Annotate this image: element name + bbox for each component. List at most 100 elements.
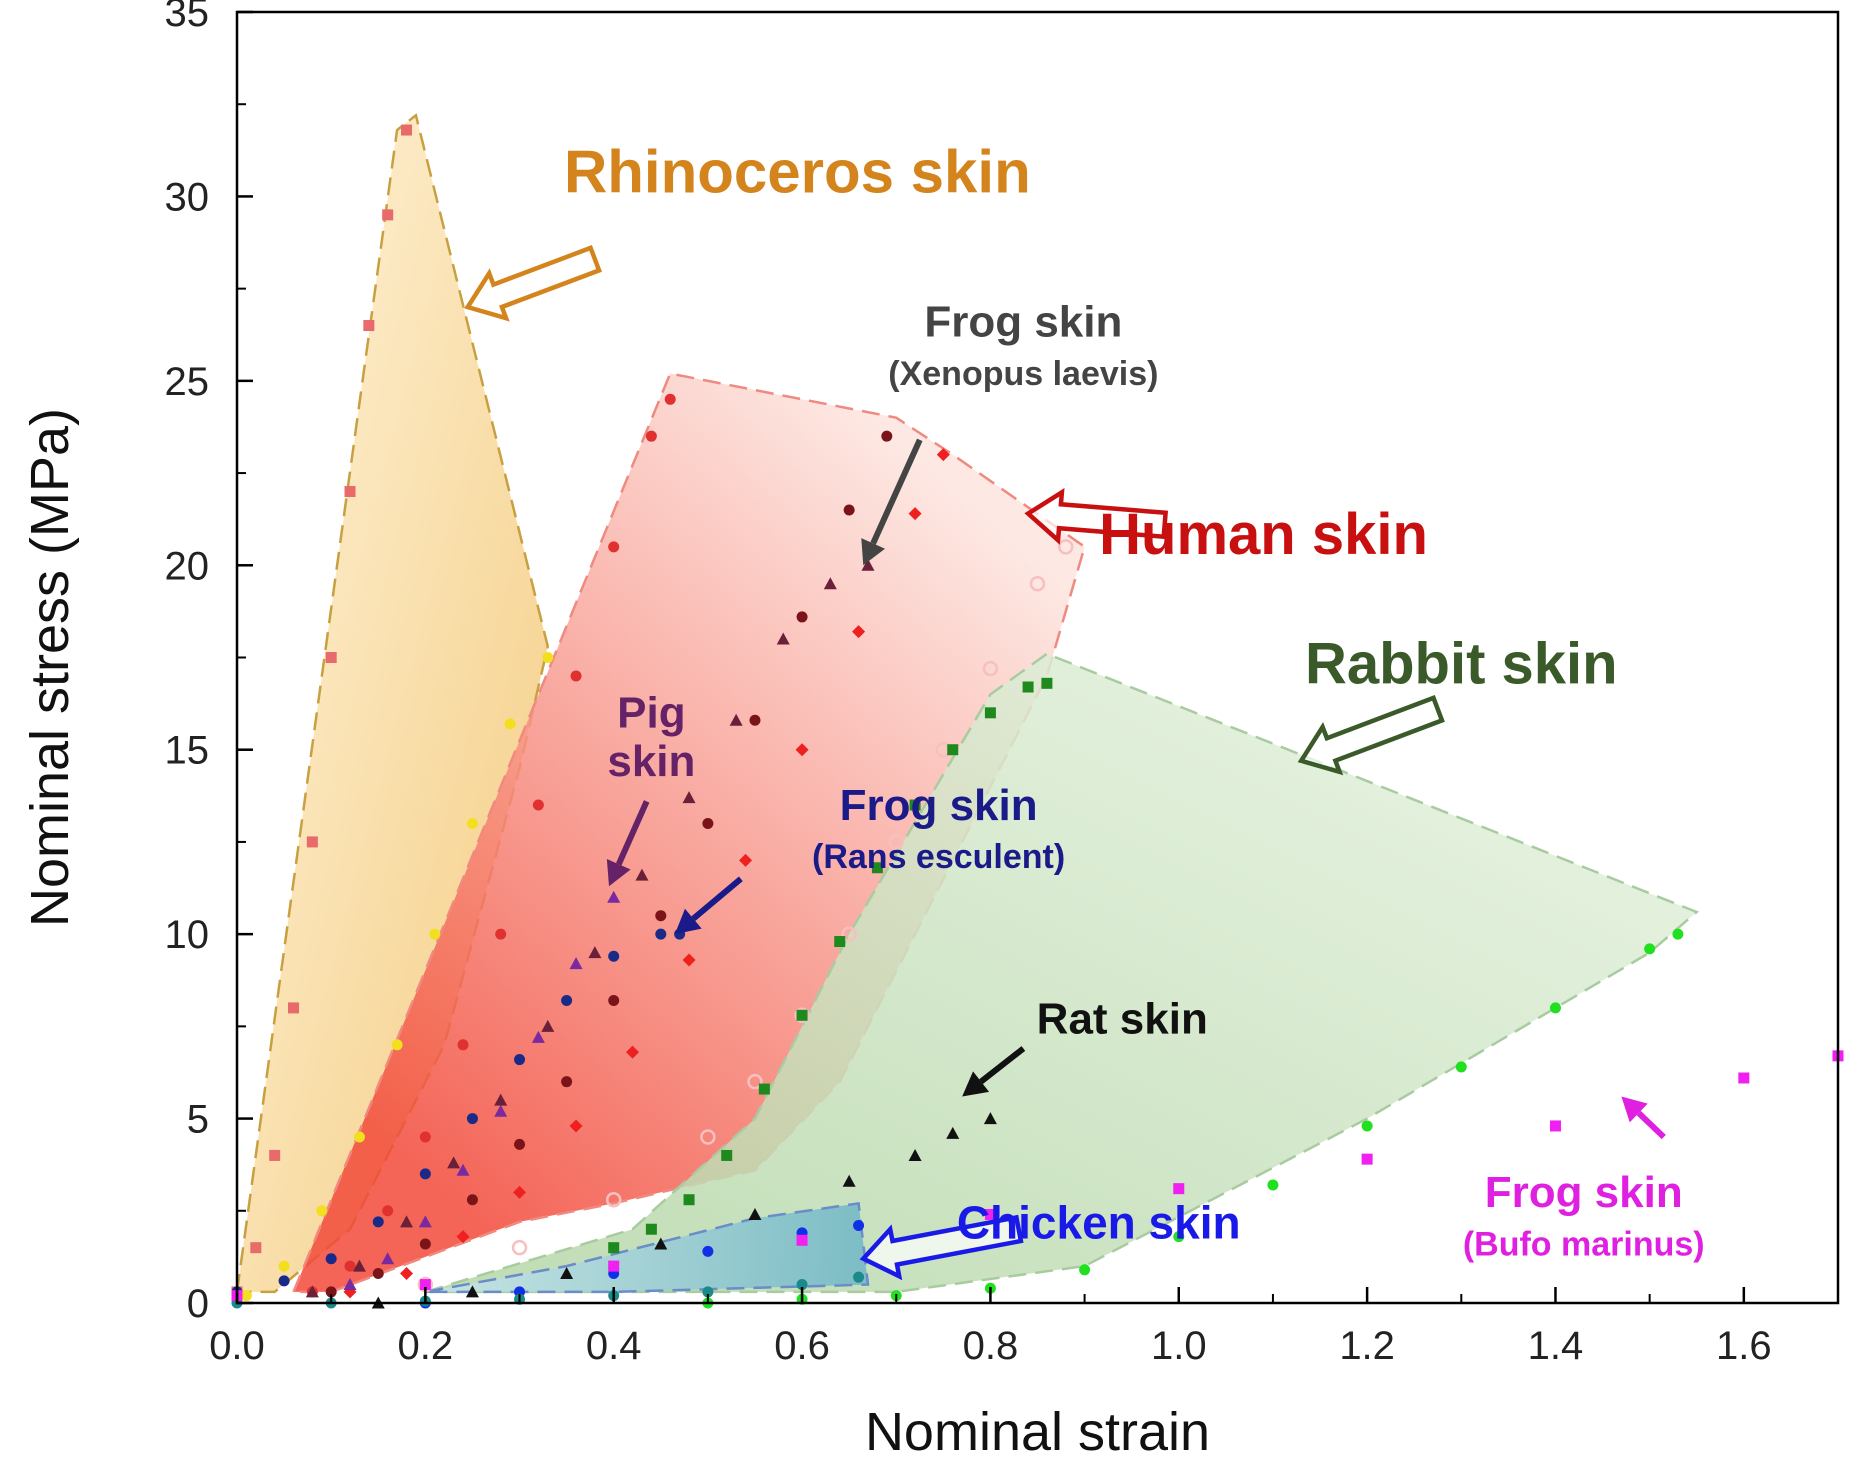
data-point <box>946 1126 960 1139</box>
data-point <box>532 799 544 811</box>
data-point <box>418 1215 432 1228</box>
data-point <box>419 1279 431 1291</box>
annotation-sublabel: skin <box>607 737 695 786</box>
data-point <box>852 625 866 639</box>
x-tick-label: 0.2 <box>398 1324 454 1368</box>
data-point <box>494 1104 508 1117</box>
data-point <box>269 1149 281 1161</box>
arrow-icon <box>1297 694 1445 776</box>
data-point <box>861 558 875 571</box>
region-rabbit-skin <box>425 652 1700 1294</box>
data-point <box>983 1112 997 1125</box>
data-point <box>1738 1072 1750 1084</box>
data-point <box>645 430 657 442</box>
x-tick-label: 1.4 <box>1528 1324 1584 1368</box>
x-tick-label: 0.0 <box>209 1324 265 1368</box>
data-point <box>608 1242 620 1254</box>
data-point <box>561 995 573 1007</box>
data-point <box>984 1208 996 1220</box>
arrow-icon <box>464 245 603 322</box>
data-point <box>504 718 516 730</box>
data-point <box>608 995 620 1007</box>
arrow-icon <box>859 1214 1024 1281</box>
data-point <box>400 1266 414 1280</box>
data-point <box>608 950 620 962</box>
data-point <box>456 1163 470 1176</box>
data-point <box>513 1185 527 1199</box>
data-point <box>570 670 582 682</box>
data-point <box>561 1076 573 1088</box>
data-point <box>353 1131 365 1143</box>
data-point <box>343 1278 357 1291</box>
regions-layer <box>235 113 1700 1294</box>
data-point <box>382 209 394 221</box>
data-point <box>419 1238 431 1250</box>
data-point <box>465 1285 479 1298</box>
data-point <box>796 1009 808 1021</box>
annotation-rhinoceros-skin: Rhinoceros skin <box>464 139 1031 322</box>
data-point <box>984 707 996 719</box>
y-tick-label: 25 <box>165 360 210 404</box>
data-point <box>936 448 950 462</box>
annotation-frog-skin-xenopus-laevis: Frog skin (Xenopus laevis) <box>861 298 1158 566</box>
data-point <box>739 853 753 867</box>
y-axis-title: Nominal stress (MPa) <box>20 408 80 927</box>
data-point <box>796 1279 808 1291</box>
data-point <box>1549 1120 1561 1132</box>
data-point <box>796 611 808 623</box>
data-point <box>325 1286 337 1298</box>
data-point <box>325 652 337 663</box>
annotation-frog-skin-bufo-marinus: Frog skin (Bufo marinus) <box>1463 1096 1705 1263</box>
data-point <box>372 1216 384 1228</box>
data-point <box>569 957 583 970</box>
annotation-label: Rat skin <box>1037 995 1208 1044</box>
arrow-shaft <box>1636 1110 1666 1140</box>
series-pig-skin-7 <box>343 890 621 1291</box>
data-point <box>1173 1231 1185 1243</box>
data-point <box>700 1129 716 1145</box>
data-point <box>542 652 554 663</box>
y-tick-label: 30 <box>165 175 210 219</box>
data-point <box>794 1007 810 1024</box>
data-point <box>1549 1002 1561 1014</box>
x-axis-title: Nominal strain <box>865 1402 1210 1462</box>
annotation-sublabel: (Rans esculent) <box>812 838 1065 876</box>
data-point <box>391 1039 403 1051</box>
series-rhinoceros-skin-1 <box>240 652 554 1302</box>
annotations-layer: Rhinoceros skin Frog skin (Xenopus laevis)… <box>464 139 1705 1281</box>
data-point <box>1361 1153 1373 1165</box>
arrow-icon <box>1024 487 1169 545</box>
x-tick-label: 1.2 <box>1339 1324 1395 1368</box>
data-point <box>447 1156 461 1169</box>
arrow-icon <box>674 908 702 935</box>
data-point <box>372 1267 384 1279</box>
data-point <box>664 393 676 405</box>
arrow-icon <box>962 1071 990 1097</box>
annotation-label: Pig <box>617 689 685 738</box>
data-point <box>702 1286 714 1298</box>
data-point <box>888 834 904 850</box>
data-point <box>834 936 846 948</box>
data-point <box>823 577 837 590</box>
y-tick-label: 0 <box>187 1282 209 1326</box>
series-rabbit-skin-9 <box>608 677 1053 1254</box>
data-point <box>569 1119 583 1133</box>
data-point <box>381 1252 395 1265</box>
data-point <box>514 1138 526 1150</box>
data-point <box>682 953 696 967</box>
annotation-rat-skin: Rat skin <box>962 995 1208 1097</box>
data-point <box>1022 681 1034 693</box>
data-point <box>344 1260 356 1272</box>
data-point <box>682 791 696 804</box>
data-point <box>655 928 667 940</box>
data-point <box>466 817 478 829</box>
data-point <box>702 817 714 829</box>
x-tick-label: 0.4 <box>586 1324 642 1368</box>
data-point <box>947 744 959 756</box>
data-point <box>560 1266 574 1279</box>
data-point <box>495 928 507 940</box>
data-point <box>325 1253 337 1265</box>
data-point <box>853 1220 865 1232</box>
x-tick-label: 1.0 <box>1151 1324 1207 1368</box>
